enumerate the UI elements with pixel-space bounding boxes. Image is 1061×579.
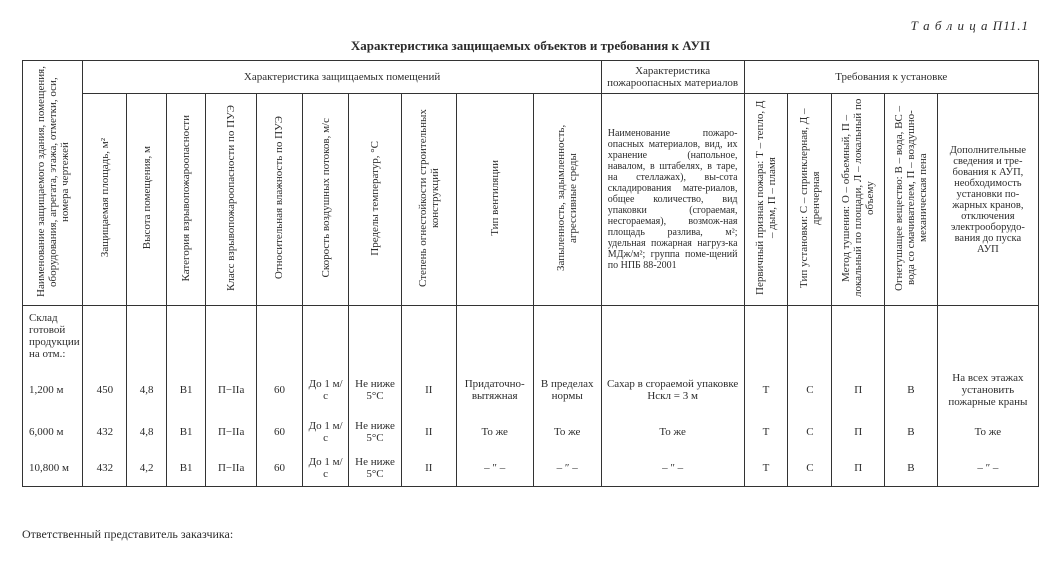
cell-c12: Сахар в сгораемой упаковке Hскл = 3 м <box>601 366 744 414</box>
cell-c3: 4,8 <box>127 414 167 450</box>
empty-cell <box>83 306 127 367</box>
cell-c4: В1 <box>166 450 206 487</box>
cell-c6: 60 <box>256 450 302 487</box>
header-col10: Тип вентиляции <box>489 160 501 236</box>
cell-c2: 432 <box>83 450 127 487</box>
header-col4: Категория взрывопожароопасности <box>180 115 192 281</box>
table-row: 10,800 м4324,2В1П−IIа60До 1 м/сНе ниже 5… <box>23 450 1039 487</box>
row-group-label: Склад готовой продукции на отм.: <box>23 306 83 367</box>
header-col9: Степень огнестойкости строительных конст… <box>417 98 441 298</box>
cell-c7: До 1 м/с <box>303 366 349 414</box>
header-col5: Класс взрывопожароопасности по ПУЭ <box>225 105 237 291</box>
empty-cell <box>127 306 167 367</box>
header-col16: Огнетушащее вещество: В – вода, ВС – вод… <box>893 98 929 298</box>
empty-cell <box>206 306 257 367</box>
cell-c14: С <box>788 366 832 414</box>
empty-cell <box>303 306 349 367</box>
empty-cell <box>601 306 744 367</box>
cell-c16: В <box>885 414 938 450</box>
header-group-hazard: Характеристика пожароопасных материалов <box>601 61 744 94</box>
cell-c5: П−IIа <box>206 450 257 487</box>
cell-c1: 10,800 м <box>23 450 83 487</box>
cell-c17: То же <box>937 414 1038 450</box>
cell-c11: То же <box>533 414 601 450</box>
empty-cell <box>885 306 938 367</box>
cell-c9: II <box>401 366 456 414</box>
cell-c8: Не ниже 5°С <box>349 414 402 450</box>
header-group-protected: Характеристика защищаемых помещений <box>83 61 601 94</box>
empty-cell <box>832 306 885 367</box>
cell-c9: II <box>401 450 456 487</box>
cell-c2: 450 <box>83 366 127 414</box>
cell-c5: П−IIа <box>206 414 257 450</box>
footer-label: Ответственный представитель заказчика: <box>22 527 1039 542</box>
header-col17: Дополнительные сведения и тре-бования к … <box>937 94 1038 306</box>
cell-c15: П <box>832 414 885 450</box>
cell-c17: – ″ – <box>937 450 1038 487</box>
cell-c15: П <box>832 450 885 487</box>
header-col8: Пределы температур, °С <box>369 141 381 256</box>
cell-c8: Не ниже 5°С <box>349 366 402 414</box>
cell-c14: С <box>788 450 832 487</box>
cell-c8: Не ниже 5°С <box>349 450 402 487</box>
cell-c13: Т <box>744 414 788 450</box>
cell-c13: Т <box>744 450 788 487</box>
header-col3: Высота помещения, м <box>141 146 153 249</box>
cell-c6: 60 <box>256 414 302 450</box>
empty-cell <box>256 306 302 367</box>
header-col6: Относительная влажность по ПУЭ <box>273 116 285 279</box>
cell-c11: – ″ – <box>533 450 601 487</box>
header-group-req: Требования к установке <box>744 61 1038 94</box>
cell-c16: В <box>885 450 938 487</box>
cell-c10: Придаточно-вытяжная <box>456 366 533 414</box>
cell-c13: Т <box>744 366 788 414</box>
header-col2: Защищаемая площадь, м² <box>99 138 111 257</box>
header-col7: Скорость воздушных потоков, м/с <box>320 118 332 278</box>
cell-c10: – ″ – <box>456 450 533 487</box>
header-col11: Запыленность, задымленность, агрессивные… <box>555 98 579 298</box>
cell-c10: То же <box>456 414 533 450</box>
empty-cell <box>937 306 1038 367</box>
cell-c4: В1 <box>166 366 206 414</box>
cell-c12: – ″ – <box>601 450 744 487</box>
cell-c14: С <box>788 414 832 450</box>
table-row: 1,200 м4504,8В1П−IIа60До 1 м/сНе ниже 5°… <box>23 366 1039 414</box>
cell-c5: П−IIа <box>206 366 257 414</box>
header-col14: Тип установки: С – спринклерная, Д – дре… <box>798 98 822 298</box>
cell-c4: В1 <box>166 414 206 450</box>
cell-c7: До 1 м/с <box>303 414 349 450</box>
cell-c3: 4,2 <box>127 450 167 487</box>
empty-cell <box>401 306 456 367</box>
main-table: Наименование защищаемого здания, помещен… <box>22 60 1039 487</box>
cell-c2: 432 <box>83 414 127 450</box>
table-body: Склад готовой продукции на отм.:1,200 м4… <box>23 306 1039 487</box>
header-col13: Первичный признак пожара: Т – тепло, Д –… <box>754 98 778 298</box>
page-title: Характеристика защищаемых объектов и тре… <box>22 38 1039 54</box>
empty-cell <box>744 306 788 367</box>
cell-c1: 6,000 м <box>23 414 83 450</box>
cell-c15: П <box>832 366 885 414</box>
cell-c16: В <box>885 366 938 414</box>
header-col15: Метод тушения: О – объемный, П – локальн… <box>840 98 876 298</box>
cell-c3: 4,8 <box>127 366 167 414</box>
cell-c9: II <box>401 414 456 450</box>
cell-c6: 60 <box>256 366 302 414</box>
empty-cell <box>166 306 206 367</box>
header-col12: Наименование пожаро-опасных материалов, … <box>601 94 744 306</box>
empty-cell <box>533 306 601 367</box>
cell-c12: То же <box>601 414 744 450</box>
cell-c17: На всех этажах установить пожарные краны <box>937 366 1038 414</box>
cell-c1: 1,200 м <box>23 366 83 414</box>
empty-cell <box>788 306 832 367</box>
empty-cell <box>349 306 402 367</box>
cell-c11: В пределах нормы <box>533 366 601 414</box>
table-number-label: Т а б л и ц а П11.1 <box>22 18 1029 34</box>
empty-cell <box>456 306 533 367</box>
cell-c7: До 1 м/с <box>303 450 349 487</box>
table-row: 6,000 м4324,8В1П−IIа60До 1 м/сНе ниже 5°… <box>23 414 1039 450</box>
header-col1: Наименование защищаемого здания, помещен… <box>35 64 71 300</box>
